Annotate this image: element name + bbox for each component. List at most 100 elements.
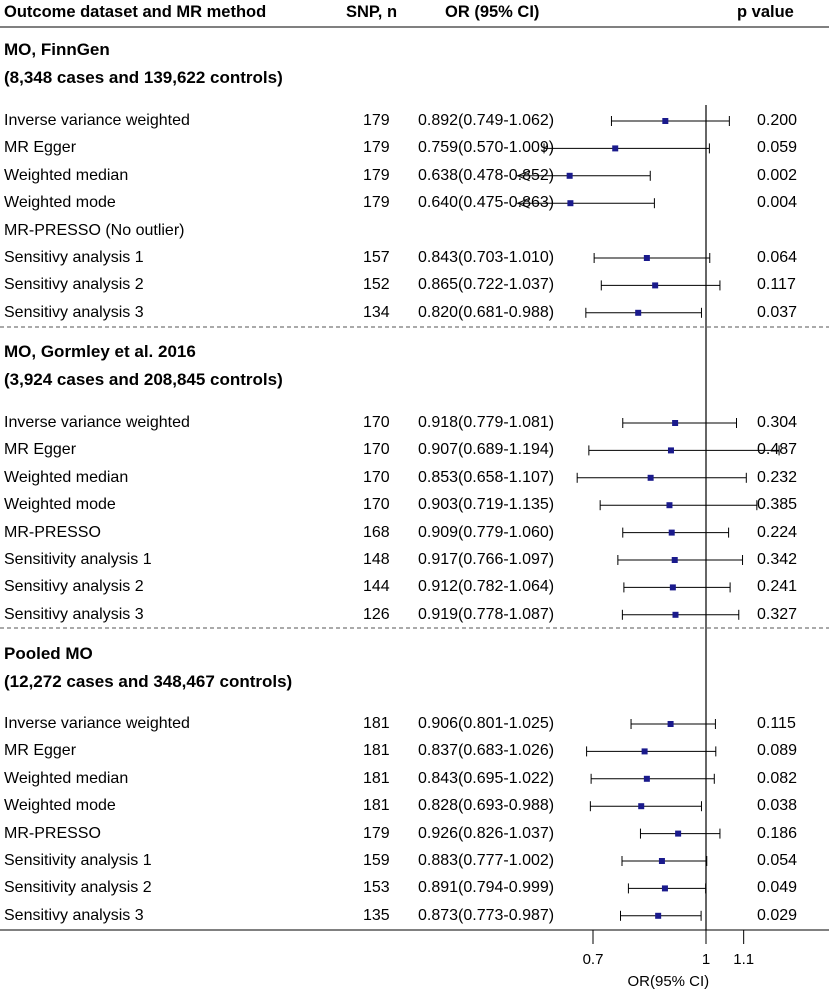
point-estimate — [643, 775, 650, 782]
row-or-ci: 0.892(0.749-1.062) — [418, 112, 555, 129]
row-method: Weighted mode — [4, 496, 116, 514]
row-p-value: 0.037 — [757, 303, 798, 321]
row-snp: 179 — [363, 139, 390, 157]
row-method: Sensitivy analysis 3 — [4, 906, 144, 924]
point-estimate — [647, 474, 654, 481]
row-snp: 159 — [363, 852, 390, 869]
group-subtitle: (3,924 cases and 208,845 controls) — [4, 370, 283, 389]
row-p-value: 0.186 — [757, 824, 798, 842]
row-snp: 126 — [363, 605, 390, 623]
row-method: Inverse variance weighted — [4, 715, 190, 732]
row-or-ci: 0.907(0.689-1.194) — [418, 441, 555, 459]
point-estimate — [671, 557, 678, 563]
row-method: Weighted median — [4, 468, 129, 486]
row-or-ci: 0.837(0.683-1.026) — [418, 742, 555, 760]
row-or-ci: 0.906(0.801-1.025) — [418, 715, 555, 732]
row-or-ci: 0.873(0.773-0.987) — [418, 906, 555, 924]
row-snp: 134 — [363, 303, 390, 321]
point-estimate — [666, 502, 673, 509]
row-method: MR-PRESSO — [4, 824, 101, 842]
row-p-value: 0.327 — [757, 605, 798, 623]
row-p-value: 0.224 — [757, 523, 798, 541]
row-p-value: 0.004 — [757, 194, 798, 212]
x-tick-label: 1.1 — [733, 951, 755, 968]
row-method: MR-PRESSO — [4, 523, 101, 541]
row-method: MR-PRESSO (No outlier) — [4, 221, 185, 239]
row-or-ci: 0.926(0.826-1.037) — [418, 824, 555, 842]
point-estimate — [667, 447, 674, 454]
row-or-ci: 0.843(0.703-1.010) — [418, 249, 555, 266]
point-estimate — [567, 200, 574, 207]
row-method: Sensitivy analysis 3 — [4, 303, 144, 321]
row-snp: 179 — [363, 194, 390, 212]
row-or-ci: 0.638(0.478-0.852) — [418, 166, 555, 184]
group-title: Pooled MO — [4, 644, 93, 663]
row-method: Sensitivity analysis 1 — [4, 551, 152, 568]
row-p-value: 0.115 — [757, 715, 796, 732]
row-or-ci: 0.640(0.475-0.863) — [418, 194, 555, 212]
ci-arrow-left — [516, 197, 530, 209]
header-outcome: Outcome dataset and MR method — [4, 3, 267, 21]
header-snp: SNP, n — [346, 3, 398, 21]
row-snp: 153 — [363, 879, 390, 897]
row-snp: 170 — [363, 414, 390, 431]
row-method: MR Egger — [4, 139, 77, 157]
point-estimate — [652, 282, 659, 289]
row-or-ci: 0.828(0.693-0.988) — [418, 797, 555, 815]
row-snp: 181 — [363, 715, 390, 732]
row-snp: 152 — [363, 276, 390, 294]
group-title: MO, FinnGen — [4, 40, 110, 59]
row-method: Inverse variance weighted — [4, 112, 190, 129]
row-p-value: 0.304 — [757, 414, 798, 431]
row-method: MR Egger — [4, 742, 77, 760]
row-or-ci: 0.853(0.658-1.107) — [418, 468, 555, 486]
group-subtitle: (8,348 cases and 139,622 controls) — [4, 68, 283, 87]
point-estimate — [668, 529, 675, 536]
x-tick-label: 0.7 — [582, 951, 604, 968]
row-snp: 168 — [363, 523, 390, 541]
row-snp: 135 — [363, 906, 390, 924]
row-p-value: 0.232 — [757, 468, 798, 486]
row-method: Sensitivy analysis 2 — [4, 578, 144, 596]
row-snp: 144 — [363, 578, 390, 596]
row-p-value: 0.059 — [757, 139, 798, 157]
point-estimate — [675, 830, 682, 837]
point-estimate — [641, 748, 648, 755]
row-or-ci: 0.918(0.779-1.081) — [418, 414, 555, 431]
point-estimate — [661, 885, 668, 892]
point-estimate — [667, 721, 674, 727]
row-p-value: 0.487 — [757, 441, 798, 459]
row-p-value: 0.342 — [757, 551, 798, 568]
row-method: Sensitivy analysis 1 — [4, 249, 144, 266]
ci-arrow-left — [516, 170, 530, 182]
point-estimate — [669, 584, 676, 591]
group-subtitle: (12,272 cases and 348,467 controls) — [4, 672, 293, 691]
row-p-value: 0.117 — [757, 276, 796, 294]
row-snp: 148 — [363, 551, 390, 568]
row-p-value: 0.082 — [757, 769, 798, 787]
row-or-ci: 0.919(0.778-1.087) — [418, 605, 555, 623]
row-or-ci: 0.909(0.779-1.060) — [418, 523, 555, 541]
header-p: p value — [737, 3, 794, 21]
row-snp: 170 — [363, 441, 390, 459]
row-or-ci: 0.891(0.794-0.999) — [418, 879, 555, 897]
point-estimate — [566, 172, 573, 179]
x-tick-label: 1 — [701, 951, 711, 968]
row-method: Weighted median — [4, 166, 129, 184]
row-snp: 170 — [363, 468, 390, 486]
row-or-ci: 0.820(0.681-0.988) — [418, 303, 555, 321]
row-method: Sensitivy analysis 2 — [4, 276, 144, 294]
row-snp: 181 — [363, 769, 390, 787]
row-snp: 181 — [363, 742, 390, 760]
row-or-ci: 0.883(0.777-1.002) — [418, 852, 555, 869]
row-or-ci: 0.912(0.782-1.064) — [418, 578, 555, 596]
row-snp: 179 — [363, 112, 390, 129]
row-or-ci: 0.865(0.722-1.037) — [418, 276, 555, 294]
row-p-value: 0.038 — [757, 797, 798, 815]
row-snp: 157 — [363, 249, 390, 266]
point-estimate — [635, 309, 642, 316]
header-or: OR (95% CI) — [445, 3, 540, 21]
row-method: Sensitivity analysis 2 — [4, 879, 152, 897]
